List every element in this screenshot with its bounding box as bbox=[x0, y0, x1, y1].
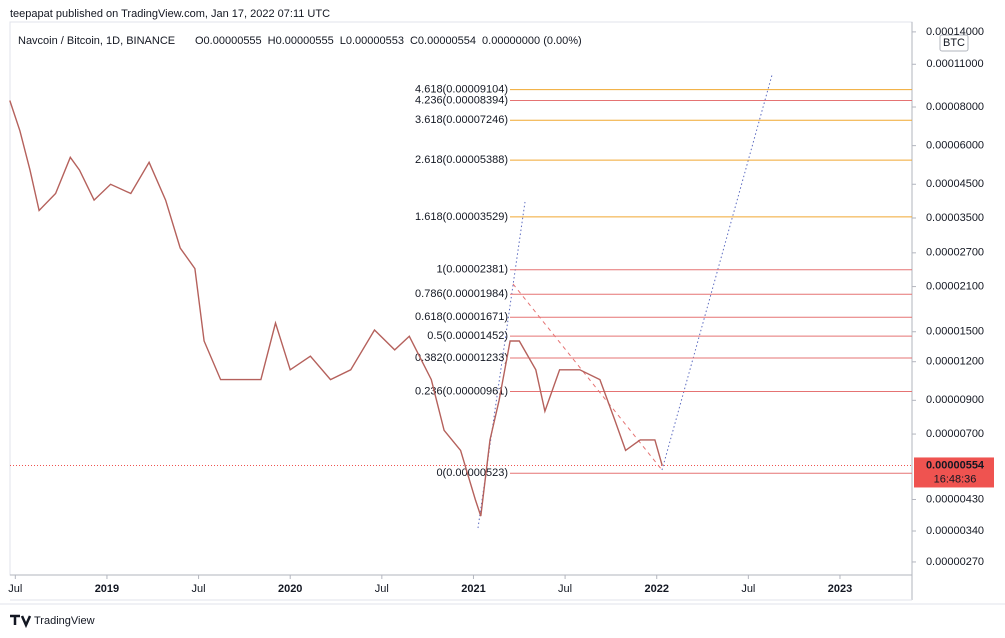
ohlc-legend: O0.00000555 H0.00000555 L0.00000553 C0.0000… bbox=[195, 35, 582, 47]
x-tick-label: Jul bbox=[375, 583, 389, 595]
y-tick-label: 0.00001500 bbox=[926, 326, 984, 338]
tv-logo bbox=[10, 614, 32, 629]
fib-label: 0(0.00000523) bbox=[436, 467, 508, 479]
trend-line bbox=[661, 74, 773, 471]
x-tick-label: 2022 bbox=[644, 583, 668, 595]
currency: BTC bbox=[943, 37, 965, 49]
x-tick-label: Jul bbox=[741, 583, 755, 595]
y-tick-label: 0.00011000 bbox=[926, 58, 983, 70]
fib-label: 0.786(0.00001984) bbox=[415, 288, 508, 300]
fib-label: 0.382(0.00001233) bbox=[415, 352, 508, 364]
ohlc-value: C0.00000554 bbox=[410, 35, 476, 47]
y-tick-label: 0.00000340 bbox=[926, 525, 984, 537]
y-tick-label: 0.00008000 bbox=[926, 101, 984, 113]
fib-label: 4.618(0.00009104) bbox=[415, 84, 508, 96]
y-tick-label: 0.00000430 bbox=[926, 493, 984, 505]
ohlc-value: O0.00000555 bbox=[195, 35, 262, 47]
y-tick-label: 0.00002700 bbox=[926, 247, 984, 259]
last-price-label: 0.00000554 bbox=[926, 459, 985, 471]
trend-line bbox=[477, 201, 526, 529]
y-tick-label: 0.00002100 bbox=[926, 280, 984, 292]
y-tick-label: 0.00004500 bbox=[926, 178, 984, 190]
last-price-timer: 16:48:36 bbox=[934, 473, 977, 485]
ohlc-value: 0.00000000 (0.00%) bbox=[482, 35, 582, 47]
y-tick-label: 0.00000900 bbox=[926, 394, 984, 406]
y-tick-label: 0.00014000 bbox=[926, 26, 984, 38]
y-tick-label: 0.00000270 bbox=[926, 556, 984, 568]
last-price-tag bbox=[914, 457, 994, 488]
x-tick-label: Jul bbox=[192, 583, 206, 595]
y-tick-label: 0.00003500 bbox=[926, 212, 984, 224]
fib-label: 4.236(0.00008394) bbox=[415, 94, 508, 106]
x-tick-label: 2021 bbox=[461, 583, 485, 595]
currency-badge bbox=[939, 34, 969, 52]
x-tick-label: 2019 bbox=[95, 583, 119, 595]
fib-label: 0.5(0.00001452) bbox=[427, 330, 508, 342]
price-line bbox=[9, 100, 663, 517]
x-tick-label: 2023 bbox=[828, 583, 852, 595]
fib-label: 3.618(0.00007246) bbox=[415, 114, 508, 126]
x-tick-label: Jul bbox=[8, 583, 22, 595]
x-tick-label: Jul bbox=[558, 583, 572, 595]
symbol-title: Navcoin / Bitcoin, 1D, BINANCE bbox=[18, 35, 175, 47]
footer-brand: TradingView bbox=[34, 615, 95, 627]
y-tick-label: 0.00001200 bbox=[926, 356, 984, 368]
fib-label: 2.618(0.00005388) bbox=[415, 154, 508, 166]
y-tick-label: 0.00006000 bbox=[926, 140, 984, 152]
fib-label: 0.236(0.00000961) bbox=[415, 385, 508, 397]
ohlc-value: L0.00000553 bbox=[340, 35, 404, 47]
y-tick-label: 0.00000700 bbox=[926, 428, 984, 440]
ohlc-value: H0.00000555 bbox=[268, 35, 334, 47]
x-tick-label: 2020 bbox=[278, 583, 302, 595]
header: teepapat published on TradingView.com, J… bbox=[10, 8, 330, 20]
fib-label: 1(0.00002381) bbox=[436, 264, 508, 276]
fib-label: 1.618(0.00003529) bbox=[415, 211, 508, 223]
fib-label: 0.618(0.00001671) bbox=[415, 311, 508, 323]
fib-trend bbox=[512, 283, 663, 471]
